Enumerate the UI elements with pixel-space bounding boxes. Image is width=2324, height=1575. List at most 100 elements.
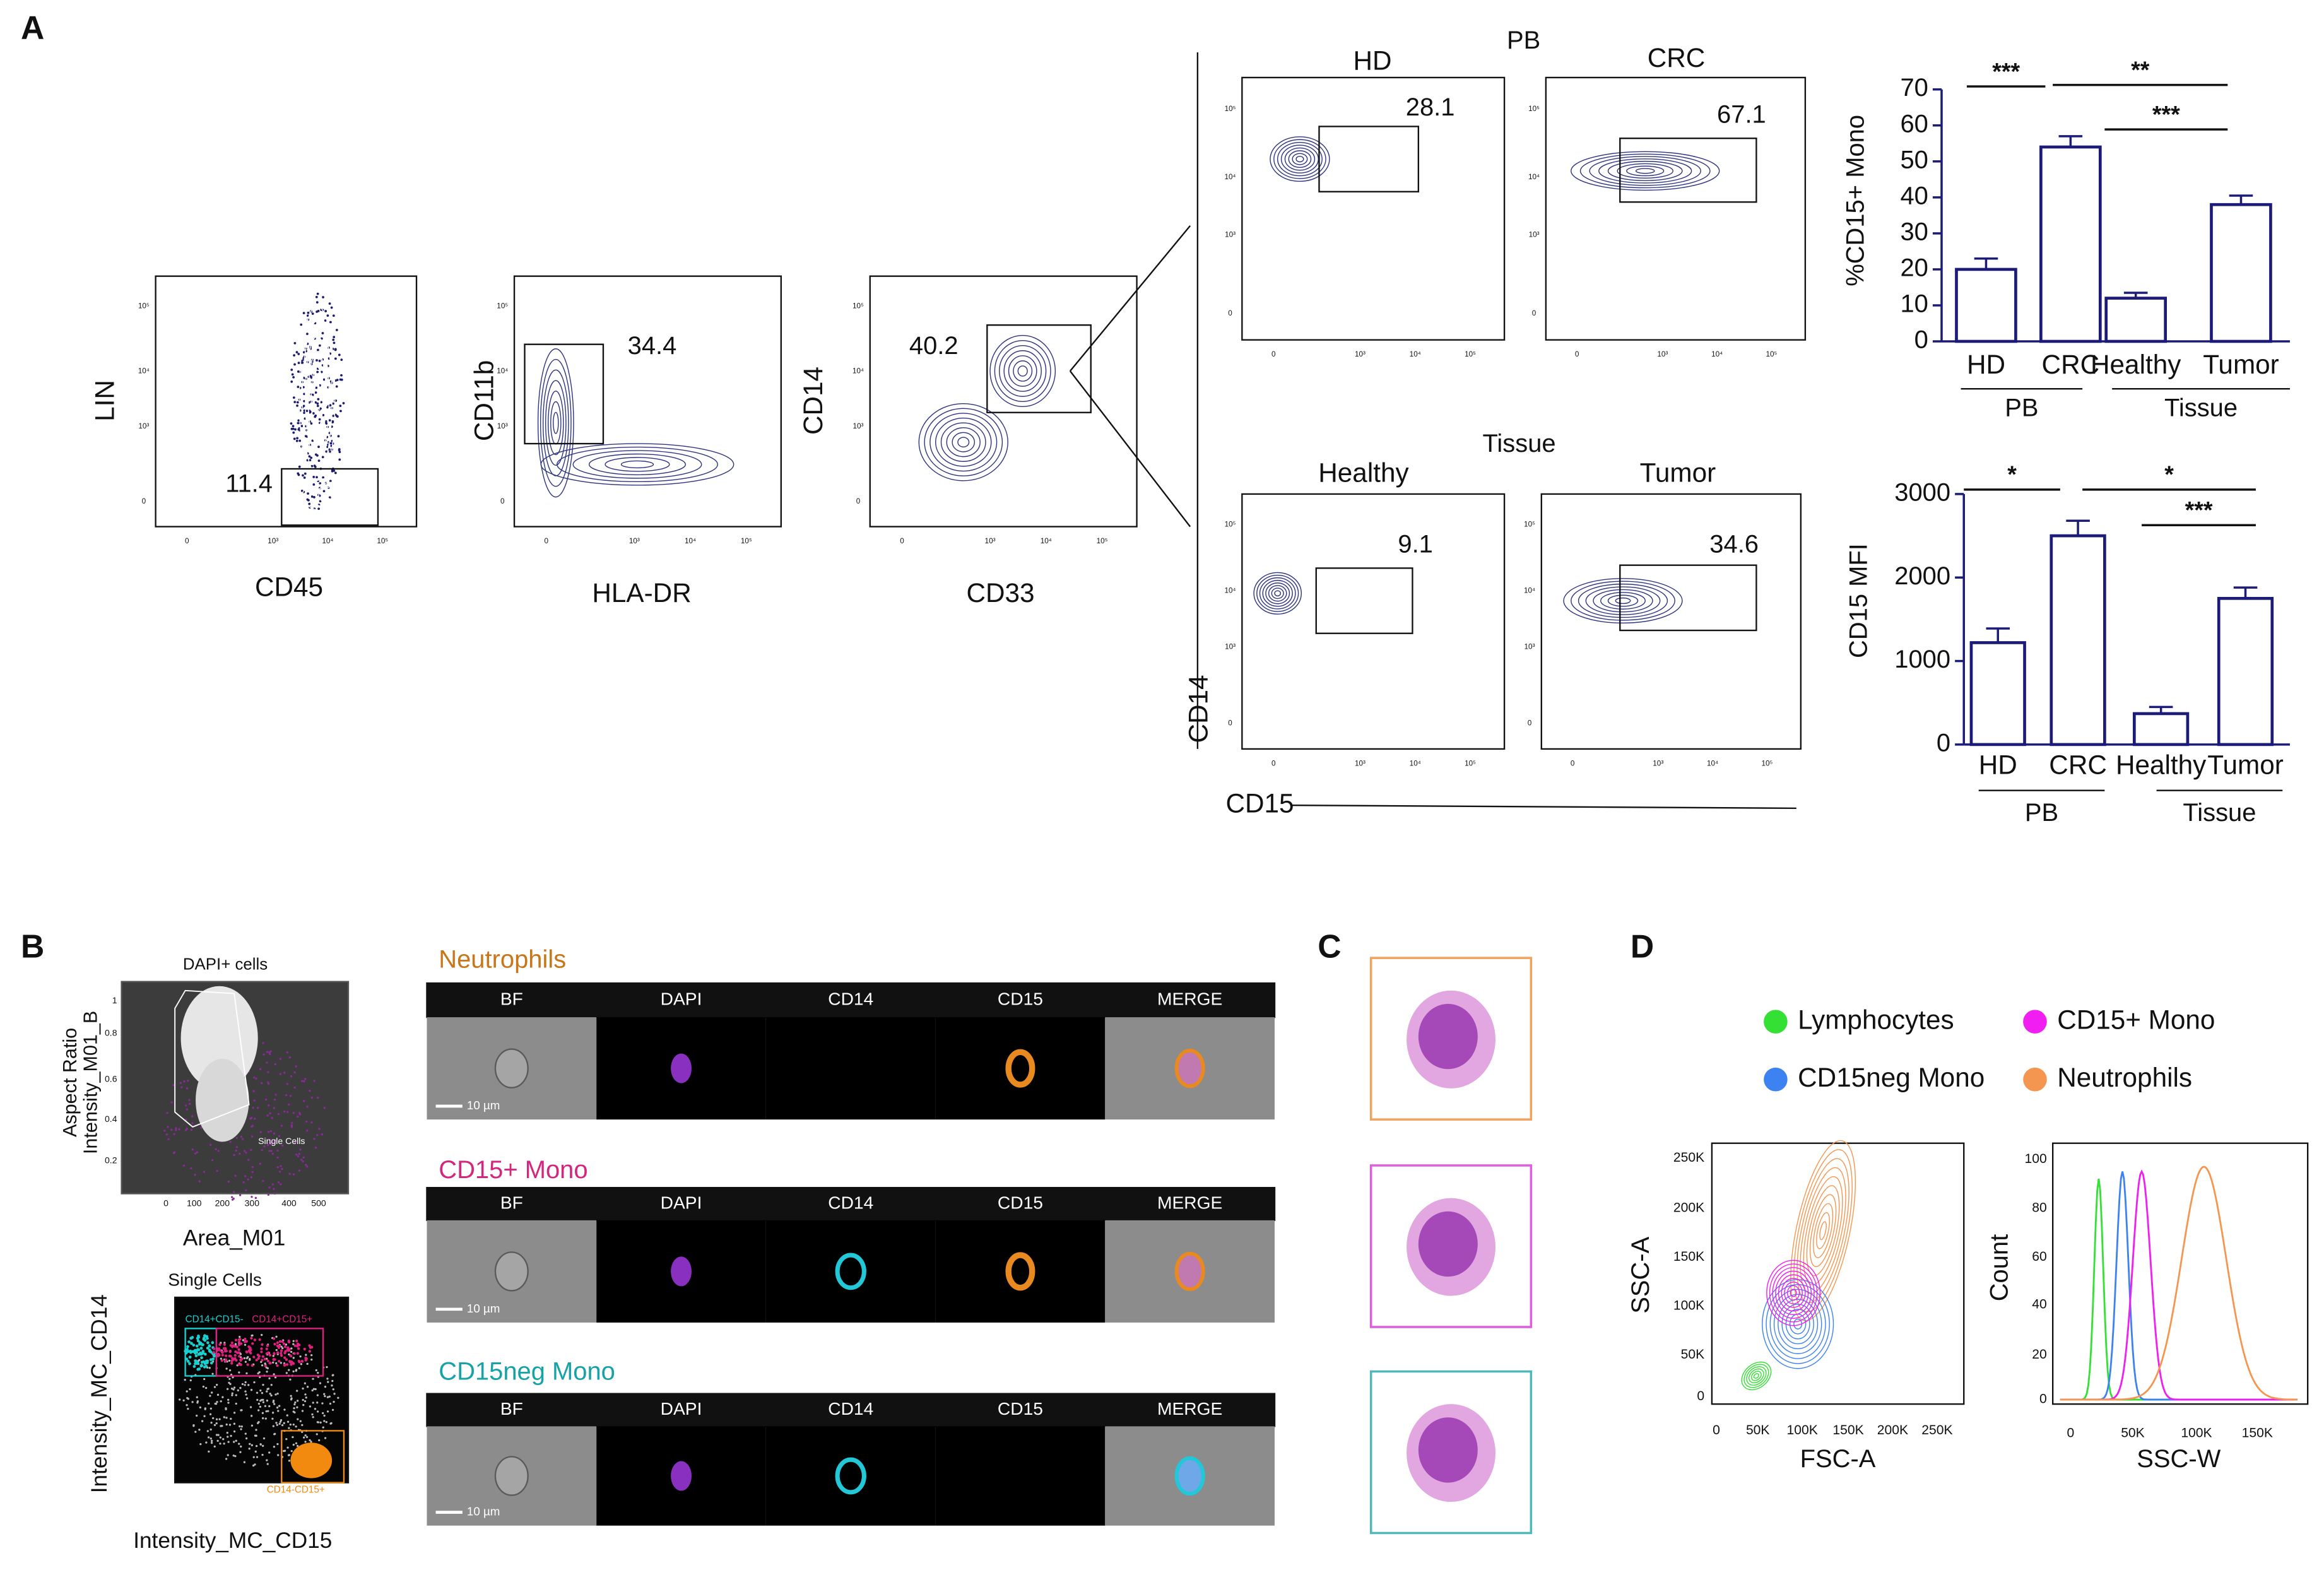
event-dot (239, 1152, 241, 1155)
event-dot (229, 1383, 232, 1385)
event-dot (266, 1463, 269, 1465)
event-dot (292, 396, 295, 399)
contour (935, 417, 992, 467)
event-dot (233, 1441, 235, 1443)
event-dot (192, 1424, 195, 1427)
panel-label: C (1318, 928, 1341, 965)
event-dot (273, 1099, 276, 1101)
event-dot (288, 1172, 291, 1175)
x-tick-label: 10⁴ (1410, 760, 1421, 768)
event-dot (302, 312, 305, 314)
event-dot (299, 1148, 302, 1151)
contour (1615, 597, 1631, 605)
event-dot (304, 1078, 307, 1080)
event-dot (290, 1360, 293, 1364)
event-dot (311, 439, 314, 442)
significance-label: *** (2152, 101, 2180, 127)
contour (1277, 141, 1323, 177)
bar (2210, 203, 2272, 343)
channel-header (426, 1187, 1276, 1222)
event-dot (267, 1071, 269, 1073)
event-dot (261, 1364, 264, 1367)
event-dot (237, 1348, 240, 1351)
event-dot (217, 1150, 220, 1152)
event-dot (186, 1345, 189, 1348)
event-dot (220, 1357, 222, 1360)
y-tick-label: 0 (1914, 326, 1928, 354)
merge-signal (1174, 1251, 1205, 1292)
event-dot (252, 1107, 254, 1109)
event-dot (295, 1153, 298, 1156)
event-dot (336, 379, 339, 382)
event-dot (220, 1425, 222, 1427)
significance-label: ** (2131, 56, 2150, 83)
event-dot (315, 1369, 317, 1372)
event-dot (196, 1361, 199, 1365)
event-dot (261, 1412, 264, 1414)
event-dot (283, 1071, 286, 1074)
contour (946, 427, 981, 457)
event-dot (194, 1354, 198, 1357)
event-dot (299, 1355, 302, 1358)
event-dot (307, 492, 309, 495)
event-dot (309, 1439, 311, 1442)
event-dot (294, 1141, 297, 1144)
event-dot (292, 1443, 295, 1446)
event-dot (324, 1386, 327, 1388)
event-dot (216, 1354, 220, 1357)
event-dot (271, 1412, 274, 1414)
event-dot (198, 1180, 201, 1183)
event-dot (308, 502, 311, 505)
event-dot (310, 1441, 312, 1443)
event-dot (261, 1355, 264, 1358)
x-tick-label: 10⁵ (377, 537, 388, 545)
event-dot (257, 1357, 260, 1360)
event-dot (197, 1334, 200, 1338)
event-dot (304, 1441, 307, 1443)
event-dot (190, 1342, 193, 1345)
event-dot (281, 1340, 284, 1343)
event-dot (275, 1422, 278, 1424)
gate (1318, 126, 1420, 192)
event-dot (275, 1348, 278, 1352)
contour (1766, 1259, 1821, 1326)
event-dot (199, 1442, 202, 1446)
contour (1268, 585, 1287, 602)
gate-label: CD14-CD15+ (267, 1484, 325, 1495)
significance-label: *** (2185, 497, 2213, 523)
x-tick-label: 10⁵ (1766, 350, 1778, 358)
event-dot (340, 374, 343, 377)
event-dot (167, 1138, 170, 1140)
event-dot (339, 404, 342, 407)
event-dot (276, 1407, 279, 1409)
event-dot (342, 402, 345, 404)
event-dot (225, 1423, 228, 1426)
event-dot (189, 1388, 191, 1391)
gate (524, 343, 605, 445)
event-dot (329, 480, 332, 483)
plot-frame (1241, 493, 1506, 750)
group-label: PB (2005, 394, 2038, 422)
event-dot (245, 1372, 248, 1374)
event-dot (274, 1094, 277, 1096)
gate (281, 468, 379, 526)
event-dot (288, 1103, 290, 1106)
contour (994, 339, 1051, 402)
event-dot (316, 1401, 319, 1404)
event-dot (266, 1344, 269, 1347)
y-tick-label: 50K (1681, 1347, 1705, 1362)
event-dot (316, 402, 319, 405)
contour (1766, 1283, 1830, 1364)
event-dot (267, 1388, 270, 1390)
event-dot (275, 1362, 278, 1365)
event-dot (227, 1181, 230, 1183)
x-tick-label: 200 (215, 1198, 230, 1208)
event-dot (283, 1363, 286, 1367)
row-title: Neutrophils (439, 945, 566, 973)
y-tick-label: 3000 (1894, 478, 1950, 506)
event-dot (234, 1174, 237, 1177)
event-dot (245, 1350, 249, 1354)
event-dot (247, 1384, 250, 1386)
event-dot (302, 1387, 304, 1390)
contour (1273, 139, 1326, 179)
